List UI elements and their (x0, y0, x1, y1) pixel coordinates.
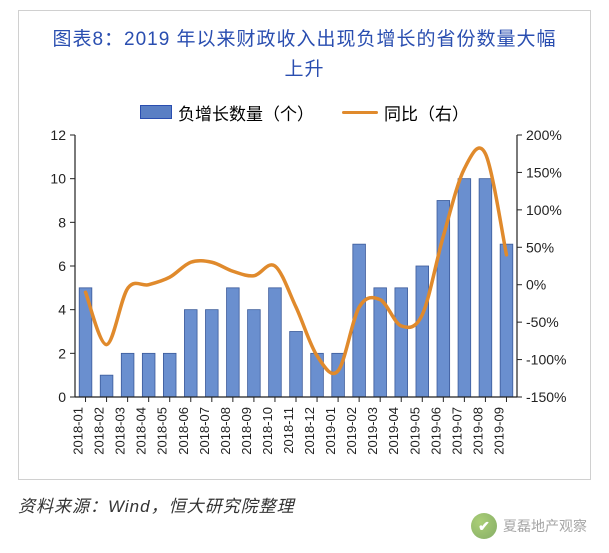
svg-text:-150%: -150% (526, 389, 566, 405)
svg-text:6: 6 (58, 258, 66, 274)
x-axis-label: 2018-10 (259, 407, 274, 455)
svg-text:0: 0 (58, 389, 66, 405)
x-axis-label: 2019-07 (449, 407, 464, 455)
bar (121, 353, 134, 397)
legend-label-bar: 负增长数量（个） (178, 100, 314, 125)
legend-item-line: 同比（右） (342, 100, 469, 125)
chart-svg: 0 2 4 6 8 10 12 -150% -100% -50% 0% 50% 100% 150% 200%… (35, 129, 575, 469)
bar (394, 288, 407, 397)
x-axis-label: 2018-02 (91, 407, 106, 455)
svg-text:-50%: -50% (526, 314, 559, 330)
bar (500, 244, 513, 397)
bar (247, 309, 260, 396)
svg-text:0%: 0% (526, 276, 546, 292)
svg-text:12: 12 (50, 129, 66, 143)
watermark: ✔ 夏磊地产观察 (471, 513, 587, 539)
svg-text:-100%: -100% (526, 351, 566, 367)
svg-text:100%: 100% (526, 202, 562, 218)
bar (268, 288, 281, 397)
x-axis-label: 2018-06 (175, 407, 190, 455)
x-axis-label: 2018-12 (302, 407, 317, 455)
bar (415, 266, 428, 397)
x-axis-label: 2019-09 (491, 407, 506, 455)
x-axis-label: 2019-08 (470, 407, 485, 455)
watermark-text: 夏磊地产观察 (503, 516, 587, 536)
x-axis-label: 2019-06 (428, 407, 443, 455)
x-axis-label: 2018-03 (112, 407, 127, 455)
bar (100, 375, 113, 397)
bar (163, 353, 176, 397)
svg-text:150%: 150% (526, 164, 562, 180)
legend-label-line: 同比（右） (384, 100, 469, 125)
x-axis-label: 2019-05 (407, 407, 422, 455)
x-axis-label: 2018-04 (133, 407, 148, 455)
watermark-icon: ✔ (471, 513, 497, 539)
x-axis-label: 2019-04 (386, 407, 401, 455)
legend: 负增长数量（个） 同比（右） (19, 100, 590, 125)
legend-item-bar: 负增长数量（个） (140, 100, 314, 125)
bar (205, 309, 218, 396)
chart-area: 0 2 4 6 8 10 12 -150% -100% -50% 0% 50% 100% 150% 200%… (35, 129, 575, 469)
x-axis-label: 2018-11 (281, 407, 296, 454)
legend-swatch-bar (140, 105, 172, 119)
legend-swatch-line (342, 111, 378, 115)
bar (289, 331, 302, 397)
chart-card: 图表8：2019 年以来财政收入出现负增长的省份数量大幅上升 负增长数量（个） … (18, 10, 591, 480)
x-axis-label: 2019-01 (323, 407, 338, 455)
bar (479, 178, 492, 396)
bar (142, 353, 155, 397)
x-axis-label: 2018-05 (154, 407, 169, 455)
bar (184, 309, 197, 396)
bar (458, 178, 471, 396)
page: 图表8：2019 年以来财政收入出现负增长的省份数量大幅上升 负增长数量（个） … (0, 0, 609, 553)
svg-text:4: 4 (58, 301, 66, 317)
svg-text:2: 2 (58, 345, 66, 361)
source-text: 资料来源：Wind，恒大研究院整理 (18, 492, 295, 517)
x-axis-label: 2018-08 (217, 407, 232, 455)
x-axis-label: 2019-03 (365, 407, 380, 455)
x-axis-label: 2018-01 (70, 407, 85, 455)
bar (226, 288, 239, 397)
x-axis-label: 2018-07 (196, 407, 211, 455)
chart-title: 图表8：2019 年以来财政收入出现负增长的省份数量大幅上升 (19, 11, 590, 94)
svg-text:200%: 200% (526, 129, 562, 143)
x-axis-label: 2019-02 (344, 407, 359, 455)
svg-text:8: 8 (58, 214, 66, 230)
svg-text:10: 10 (50, 170, 66, 186)
x-axis-label: 2018-09 (238, 407, 253, 455)
svg-text:50%: 50% (526, 239, 554, 255)
